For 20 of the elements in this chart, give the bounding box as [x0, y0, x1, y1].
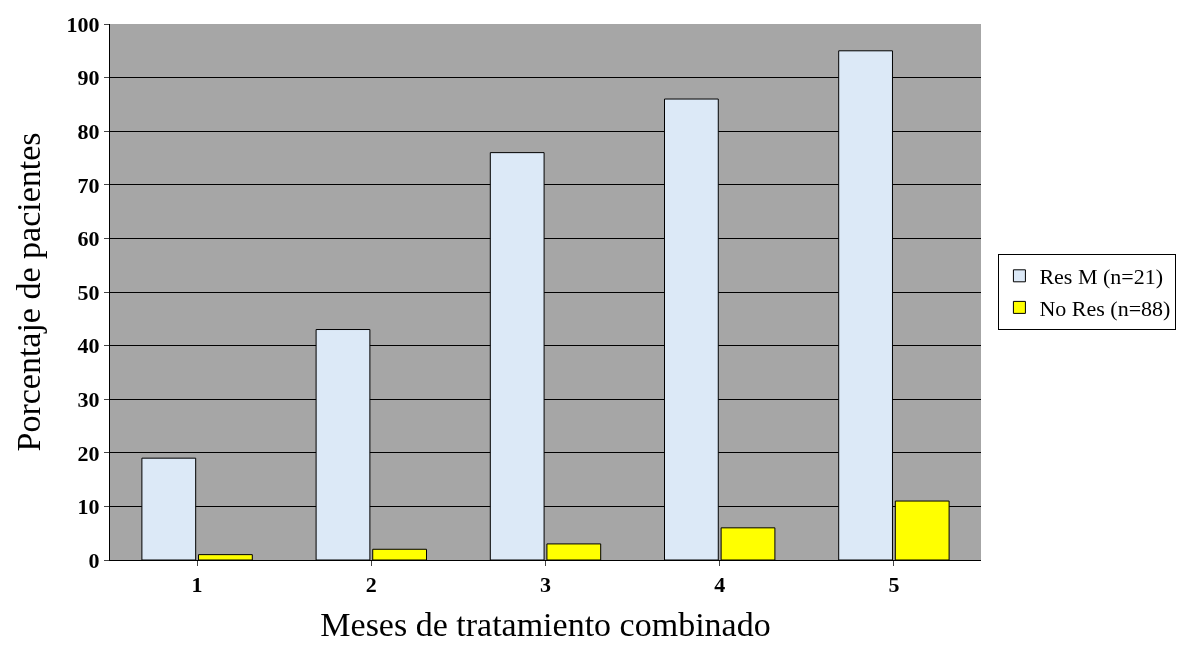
y-tick-label: 20 — [77, 440, 100, 466]
y-tick-label: 30 — [77, 386, 100, 412]
x-tick-label: 5 — [888, 572, 900, 598]
y-tick-label: 100 — [66, 11, 100, 37]
y-tick-label: 80 — [77, 118, 100, 144]
x-tick-label: 1 — [191, 572, 203, 598]
y-tick-label: 40 — [77, 333, 100, 359]
legend-label: No Res (n=88) — [1039, 295, 1171, 321]
y-tick-label: 90 — [77, 65, 100, 91]
y-tick-label: 60 — [77, 226, 100, 252]
x-tick-label: 4 — [714, 572, 726, 598]
x-tick-label: 2 — [365, 572, 377, 598]
y-axis-title: Porcentaje de pacientes — [10, 132, 48, 452]
y-tick-label: 10 — [77, 494, 100, 520]
y-tick-label: 0 — [88, 547, 100, 573]
legend-label: Res M (n=21) — [1039, 264, 1164, 290]
y-tick-label: 70 — [77, 172, 100, 198]
x-tick-label: 3 — [540, 572, 551, 598]
x-axis-title: Meses de tratamiento combinado — [320, 605, 771, 643]
y-tick-label: 50 — [77, 279, 100, 305]
